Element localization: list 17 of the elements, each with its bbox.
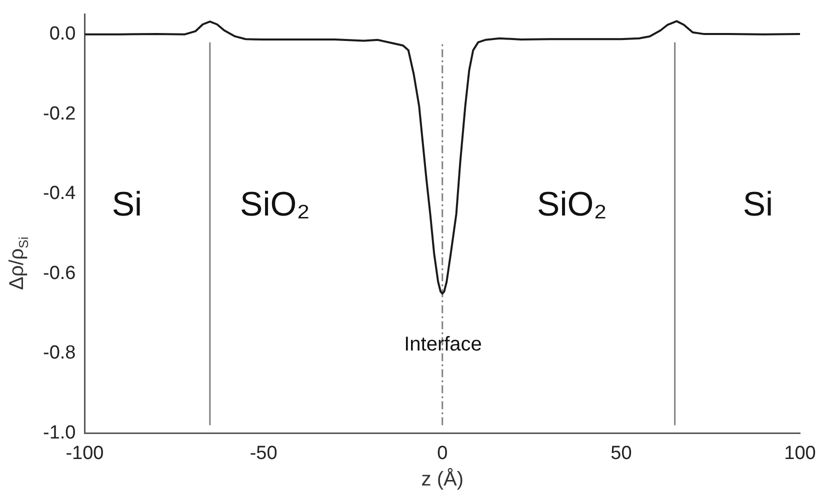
annotation: Si <box>112 186 142 224</box>
x-tick-label: -100 <box>66 442 104 464</box>
x-tick-label: 100 <box>784 442 816 464</box>
y-tick-label: -0.8 <box>42 342 76 364</box>
y-tick-label: -1.0 <box>42 422 76 444</box>
y-tick-label: -0.6 <box>42 262 76 284</box>
annotation: Interface <box>404 334 482 356</box>
annotation: Si <box>742 186 774 224</box>
y-tick-label: 0.0 <box>49 24 76 45</box>
x-tick-label: 0 <box>437 442 448 464</box>
y-tick-label: -0.2 <box>42 103 76 124</box>
annotation: SiO₂ <box>537 186 607 224</box>
x-tick-label: -50 <box>250 442 278 464</box>
x-axis-title: z (Å) <box>421 468 464 491</box>
x-tick-label: 50 <box>610 442 632 464</box>
y-tick-label: -0.4 <box>42 183 76 204</box>
annotation: SiO₂ <box>240 186 310 224</box>
